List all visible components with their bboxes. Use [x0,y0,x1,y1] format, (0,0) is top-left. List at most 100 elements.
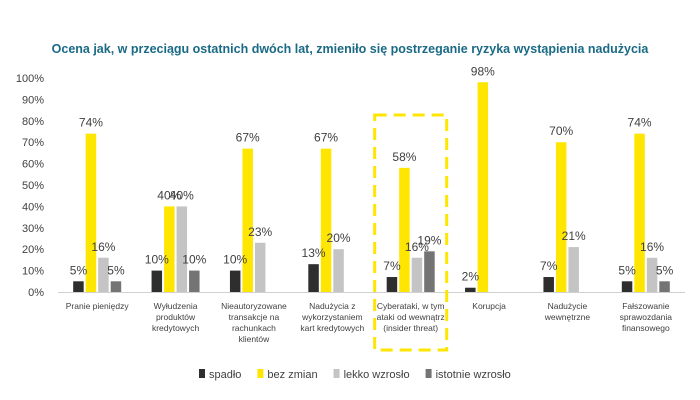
data-label: 5% [656,263,674,277]
y-tick-label: 60% [22,159,44,171]
data-label: 20% [327,231,351,245]
bar [320,148,332,292]
data-label: 74% [628,116,652,130]
category-label: transakcje na [229,312,280,322]
y-tick-label: 20% [22,244,44,256]
bar [568,247,579,292]
bar [386,277,398,292]
bar [411,257,423,292]
category-label: Wyłudzenia [154,301,198,311]
y-tick-label: 10% [22,266,44,278]
legend-label: istotnie wzrosło [436,369,511,381]
bar [659,281,670,292]
category-label: Nadużycie [548,301,588,311]
bar [73,281,84,292]
category-label: Nadużycia z [309,301,355,311]
category-label: finansowego [622,323,670,333]
bar [85,133,97,292]
legend-label: spadło [209,369,241,381]
data-label: 74% [79,116,103,130]
data-label: 16% [640,240,664,254]
data-label: 40% [157,188,181,202]
data-label: 58% [392,150,416,164]
bar [634,133,645,292]
category-label: Cyberataki, w tym [377,301,445,311]
data-label: 5% [618,263,636,277]
y-tick-label: 90% [22,94,44,106]
bar [189,270,200,292]
data-labels: 5%74%16%5%10%40%40%10% 10%67%23%13%67%20%… [70,64,674,283]
bar [110,281,122,292]
data-label: 7% [383,259,401,273]
data-label: 5% [70,263,88,277]
category-label: (insider threat) [383,323,438,333]
data-label: 16% [91,240,115,254]
category-label: Pranie pieniędzy [66,301,130,311]
y-tick-label: 50% [22,180,44,192]
legend-swatch [425,369,432,378]
data-label: 10% [223,253,247,267]
category-label: ataki od wewnątrz [377,312,445,322]
category-label: Nieautoryzowane [221,301,287,311]
bar [477,82,489,292]
bar [646,257,658,292]
y-tick-label: 30% [22,223,44,235]
bar [242,148,253,292]
data-label: 40% [170,188,194,202]
legend-swatch [257,369,264,378]
bar [543,277,554,292]
highlight-box [373,113,449,352]
legend-label: bez zmian [267,369,317,381]
data-label: 70% [549,124,573,138]
data-label: 23% [248,225,272,239]
legend-label: lekko wzrosło [344,369,410,381]
bar [254,242,266,292]
y-tick-label: 0% [28,287,44,299]
category-label: produktów [156,312,196,322]
data-label: 21% [562,229,586,243]
data-label: 2% [462,270,480,284]
data-label: 13% [302,246,326,260]
legend: spadło bez zmian lekko wzrosło istotnie wzr… [199,369,511,381]
data-label: 10% [145,253,169,267]
y-tick-label: 70% [22,137,44,149]
bar [333,249,344,292]
category-label: wykorzystaniem [301,312,362,322]
data-label: 98% [471,64,495,78]
category-label: kredytowych [152,323,200,333]
category-label: rachunkach [232,323,276,333]
y-axis-ticks: 0% 10% 20% 30% 40% 50% 60% 70% 80% 90% 100% [16,73,44,299]
y-tick-label: 80% [22,116,44,128]
bar [465,287,476,292]
bar [555,142,567,292]
bar [308,264,319,292]
category-label: sprawozdania [620,312,673,322]
data-label: 67% [236,131,260,145]
bar [164,206,175,292]
bar [176,206,188,292]
bar [98,257,109,292]
bar [621,281,633,292]
bar [151,270,163,292]
category-label: kart kredytowych [300,323,364,333]
data-label: 10% [182,253,206,267]
legend-swatch [199,369,205,378]
bar [229,270,241,292]
data-label: 67% [314,131,338,145]
legend-swatch [333,369,340,378]
y-tick-label: 40% [22,201,44,213]
data-label: 5% [107,263,125,277]
category-label: Korupcja [472,301,506,311]
y-tick-label: 100% [16,73,44,85]
data-label: 19% [417,233,441,247]
category-label: klientów [239,334,271,344]
category-label: wewnętrzne [544,312,591,322]
bars [73,82,670,292]
data-label: 7% [540,259,558,273]
category-labels: Pranie pieniędzy Wyłudzeniaproduktówkredy… [66,301,673,344]
data-label: 16% [405,240,429,254]
bar [399,167,410,292]
bar [424,251,435,292]
category-label: Fałszowanie [622,301,670,311]
